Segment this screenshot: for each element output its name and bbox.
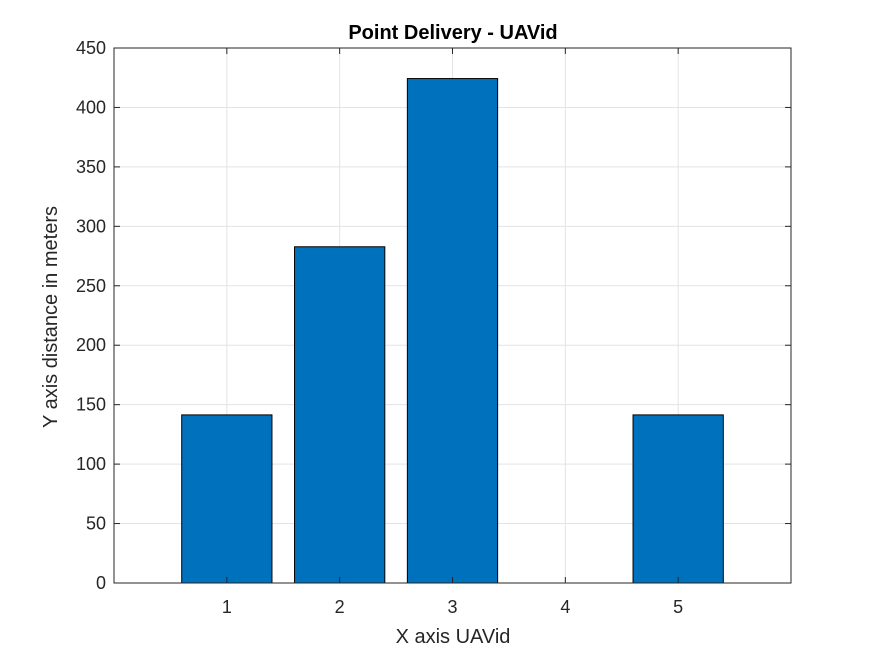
y-tick-label: 350 — [76, 157, 106, 177]
y-tick-label: 50 — [86, 514, 106, 534]
y-tick-label: 300 — [76, 216, 106, 236]
y-axis-label: Y axis distance in meters — [40, 206, 62, 428]
y-tick-label: 150 — [76, 395, 106, 415]
x-tick-label: 3 — [447, 597, 457, 617]
y-tick-label: 200 — [76, 335, 106, 355]
y-tick-label: 0 — [96, 573, 106, 593]
bar-1 — [181, 414, 273, 584]
y-tick-label: 100 — [76, 454, 106, 474]
chart-title: Point Delivery - UAVid — [348, 22, 557, 44]
bars — [181, 78, 724, 584]
x-tick-label: 1 — [222, 597, 232, 617]
bar-2 — [294, 246, 386, 584]
y-tick-label: 400 — [76, 97, 106, 117]
y-tick-label: 250 — [76, 276, 106, 296]
y-tick-label: 450 — [76, 38, 106, 58]
x-axis-ticks: 1 2 3 4 5 — [222, 48, 683, 617]
x-axis-label: X axis UAVid — [396, 626, 511, 648]
bar-5 — [632, 414, 724, 584]
x-tick-label: 5 — [673, 597, 683, 617]
bar-3 — [406, 78, 499, 584]
x-tick-label: 2 — [335, 597, 345, 617]
y-axis-ticks: 0 50 100 150 200 250 300 350 400 450 — [76, 38, 791, 593]
x-tick-label: 4 — [560, 597, 570, 617]
